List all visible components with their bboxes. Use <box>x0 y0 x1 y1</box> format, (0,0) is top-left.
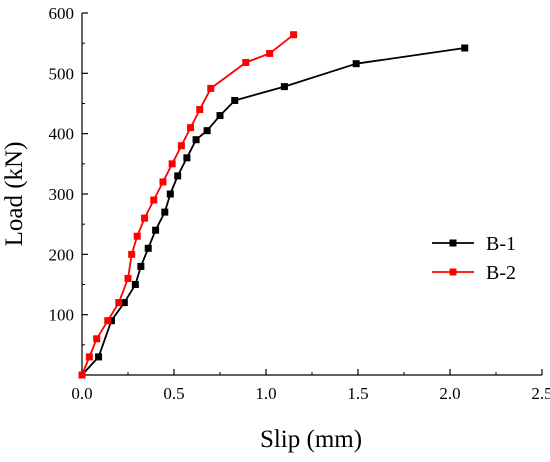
x-tick-label: 1.0 <box>255 384 276 403</box>
data-point-b-2 <box>141 214 149 222</box>
data-point-b-2 <box>187 124 195 132</box>
data-point-b-1 <box>174 172 182 180</box>
data-point-b-2 <box>177 142 185 150</box>
data-point-b-1 <box>280 83 288 91</box>
x-axis-title: Slip (mm) <box>260 426 362 453</box>
data-point-b-1 <box>152 226 160 234</box>
data-point-b-1 <box>137 262 145 270</box>
data-point-b-2 <box>128 250 136 258</box>
x-tick-label: 1.5 <box>347 384 368 403</box>
y-tick-label: 400 <box>49 125 75 144</box>
y-tick-label: 600 <box>49 4 75 23</box>
x-tick-label: 0.5 <box>163 384 184 403</box>
data-point-b-2 <box>85 353 93 361</box>
data-point-b-2 <box>115 299 123 307</box>
data-point-b-2 <box>124 274 132 282</box>
data-point-b-2 <box>196 106 204 114</box>
data-point-b-2 <box>104 317 112 325</box>
data-point-b-1 <box>231 96 239 104</box>
data-point-b-1 <box>203 127 211 135</box>
data-point-b-1 <box>131 281 139 288</box>
data-point-b-2 <box>290 31 298 39</box>
legend: B-1B-2 <box>432 233 516 284</box>
y-tick-label: 100 <box>49 306 75 325</box>
legend-label-b-1: B-1 <box>486 233 516 255</box>
legend-marker-b-2 <box>449 268 457 276</box>
y-tick-label: 300 <box>49 185 75 204</box>
data-point-b-1 <box>461 44 469 52</box>
y-axis-title: Load (kN) <box>1 142 28 247</box>
series-line-b-1 <box>81 47 465 376</box>
legend-marker-b-1 <box>449 239 457 247</box>
data-point-b-1 <box>161 208 169 216</box>
data-point-b-1 <box>95 353 103 361</box>
y-tick-label: 500 <box>49 64 75 83</box>
data-point-b-1 <box>144 244 152 252</box>
data-point-b-2 <box>242 58 250 66</box>
x-tick-label: 2.0 <box>439 384 460 403</box>
data-point-b-1 <box>166 190 174 198</box>
data-point-b-2 <box>207 84 215 92</box>
data-point-b-2 <box>78 371 86 379</box>
data-point-b-2 <box>93 335 101 343</box>
data-point-b-2 <box>266 49 274 57</box>
data-point-b-1 <box>183 154 191 162</box>
data-point-b-2 <box>168 160 176 168</box>
data-point-b-2 <box>150 196 158 204</box>
plot-area <box>78 31 469 379</box>
x-tick-label: 0.0 <box>71 384 92 403</box>
axes-group: 0.0 0.5 1.0 1.5 2.0 2.5 100 200 300 400 500 600 <box>49 4 550 403</box>
data-point-b-2 <box>159 178 167 186</box>
y-tick-label: 200 <box>49 245 75 264</box>
legend-label-b-2: B-2 <box>486 262 516 284</box>
data-point-b-1 <box>216 112 224 120</box>
data-point-b-1 <box>352 60 360 68</box>
data-point-b-1 <box>120 299 128 307</box>
data-point-b-1 <box>107 317 115 325</box>
data-point-b-1 <box>192 136 200 144</box>
data-point-b-2 <box>133 232 141 240</box>
x-tick-label: 2.5 <box>531 384 550 403</box>
